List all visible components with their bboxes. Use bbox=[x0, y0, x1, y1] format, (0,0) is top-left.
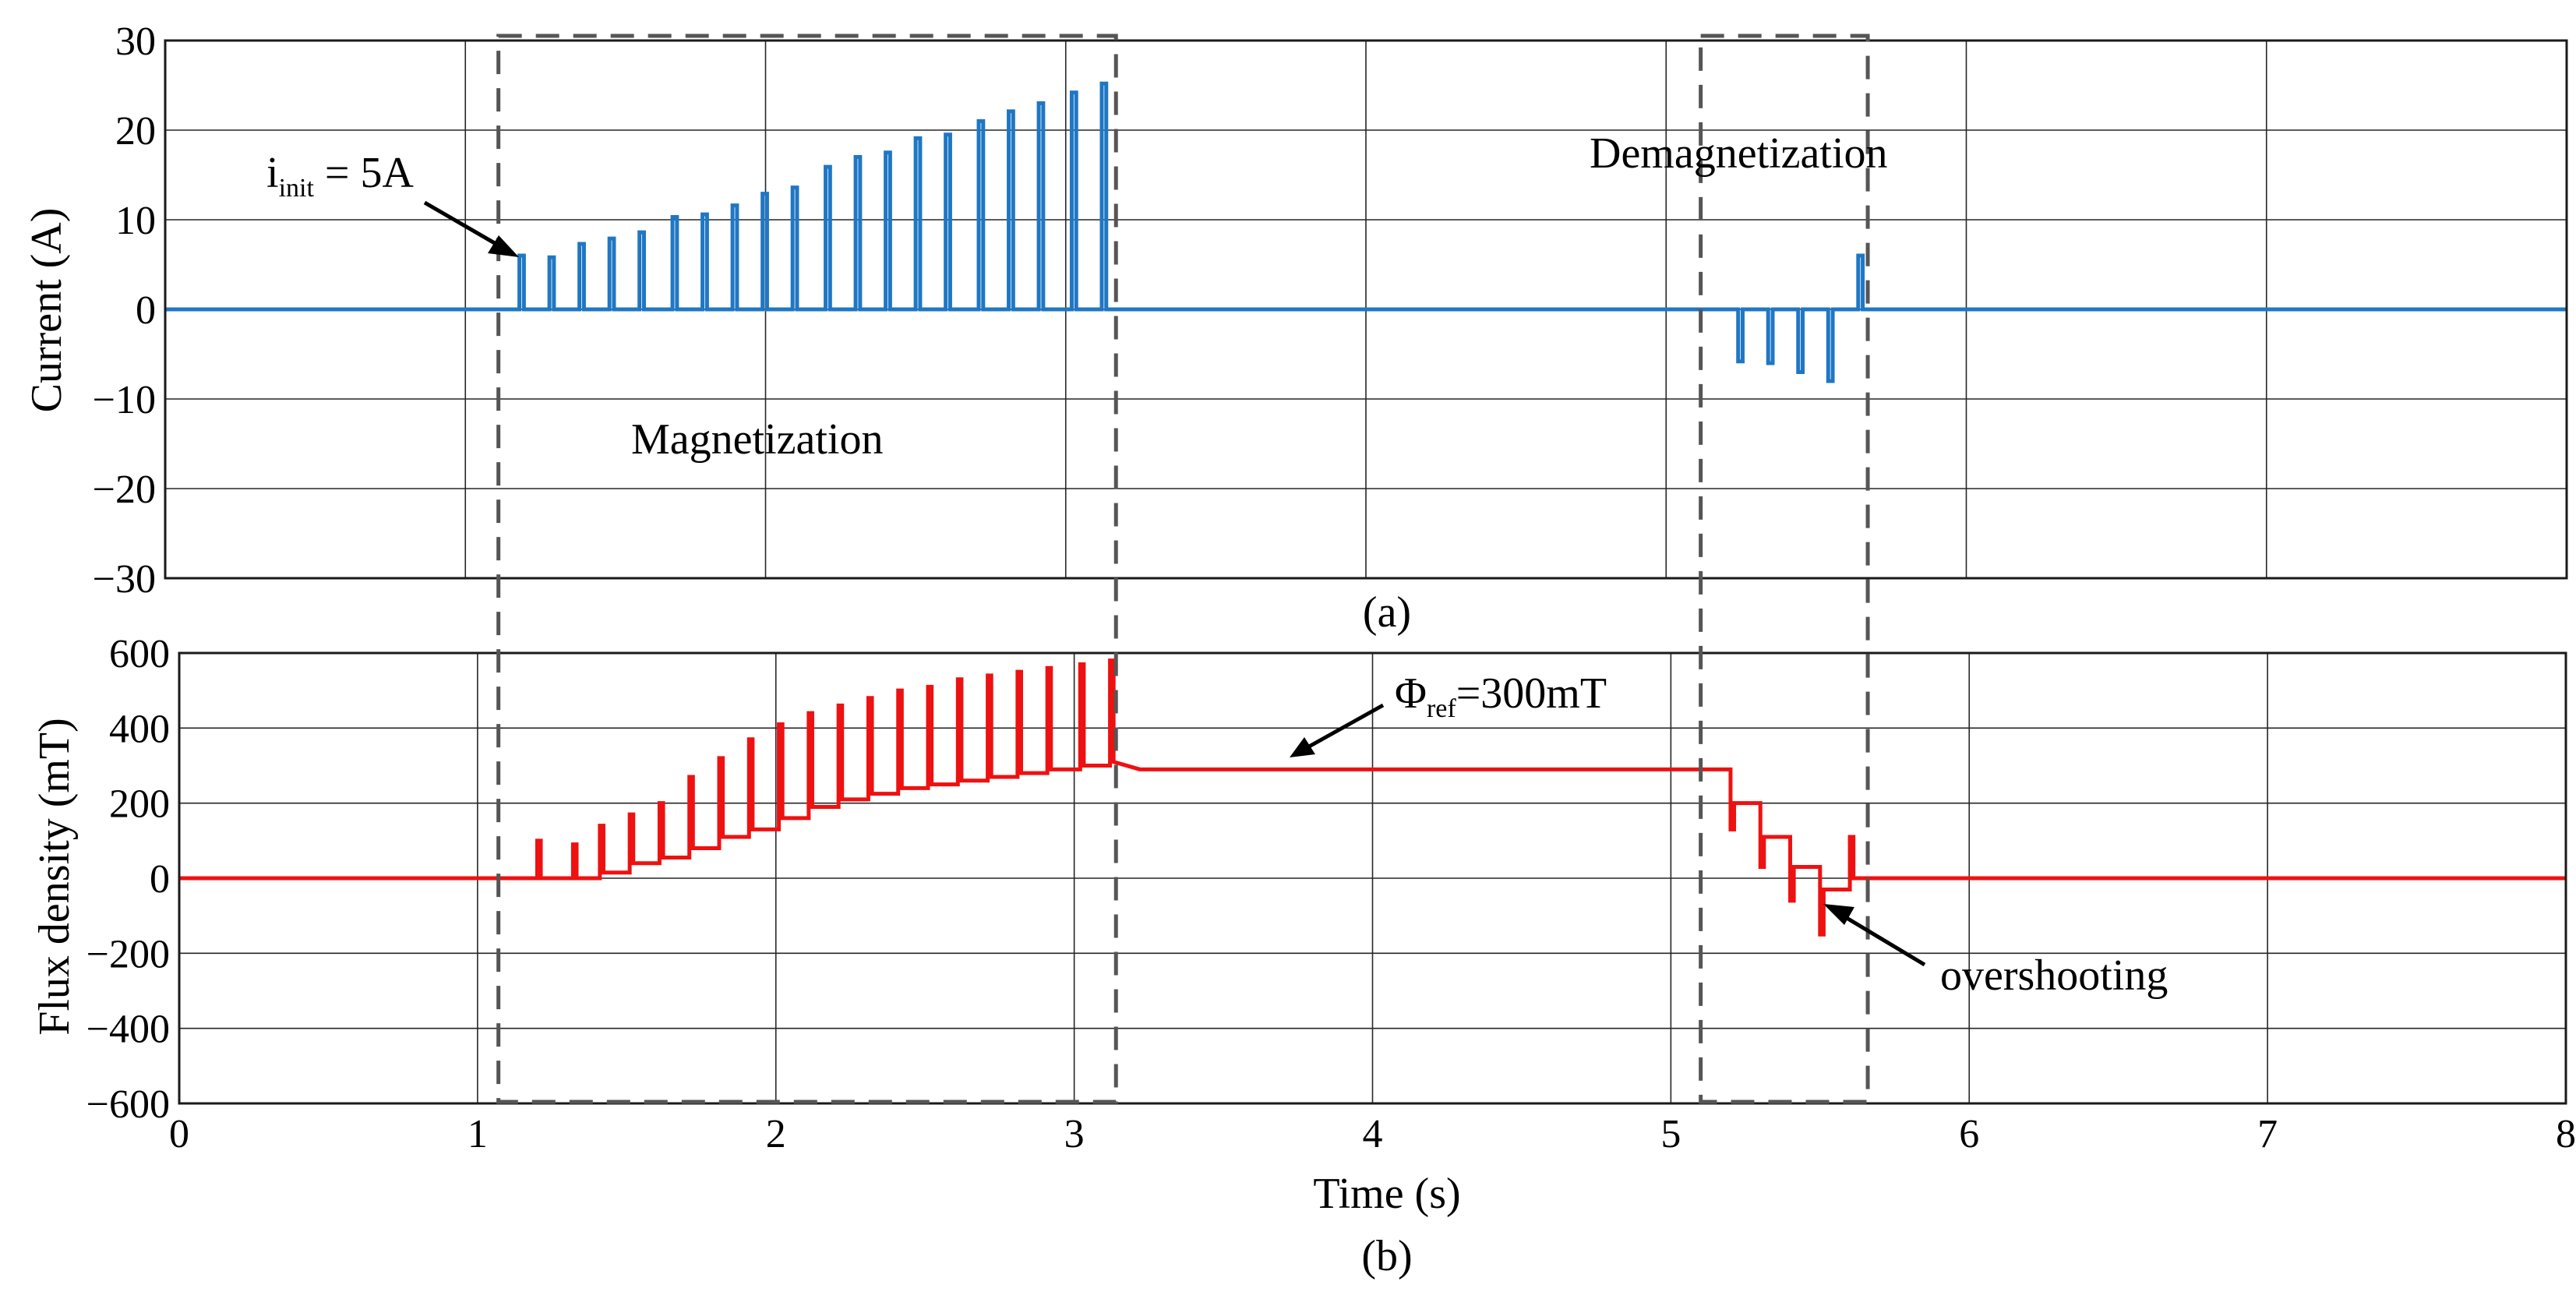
annotation-overshooting-arrowhead bbox=[1823, 904, 1854, 925]
x-tick-label: 6 bbox=[1959, 1112, 1979, 1156]
y-tick-label: 20 bbox=[115, 109, 156, 154]
y-tick-label: 0 bbox=[150, 857, 170, 902]
x-tick-label: 5 bbox=[1660, 1112, 1681, 1156]
y-tick-label: −200 bbox=[86, 932, 170, 976]
y-tick-label: 0 bbox=[136, 288, 156, 333]
annotation-overshooting: overshooting bbox=[1940, 951, 2168, 1000]
annotation-magnetization: Magnetization bbox=[631, 415, 883, 464]
annotation-init-arrowhead bbox=[488, 235, 519, 257]
caption-a: (a) bbox=[1363, 588, 1411, 637]
y-axis-label-b: Flux density (mT) bbox=[30, 718, 79, 1036]
annotation-phi-arrow bbox=[1307, 703, 1385, 749]
annotation-phi-arrowhead bbox=[1290, 737, 1315, 757]
current-series-line bbox=[165, 81, 2567, 383]
y-ticks-a: 30 20 10 0 −10 −20 −30 bbox=[93, 19, 156, 602]
demagnetization-region bbox=[1699, 34, 1870, 1104]
magnetization-region bbox=[496, 34, 1118, 1104]
annotation-init-i: i bbox=[266, 149, 279, 197]
annotation-phi-subscript: ref bbox=[1427, 694, 1456, 723]
x-tick-label: 3 bbox=[1064, 1112, 1085, 1156]
annotation-phi-ref: Φref=300mT bbox=[1395, 669, 1607, 723]
y-tick-label: 10 bbox=[115, 199, 156, 243]
x-tick-label: 4 bbox=[1363, 1112, 1383, 1156]
x-ticks-b: 0 1 2 3 4 5 6 7 8 bbox=[169, 1112, 2576, 1156]
plot-a-frame bbox=[164, 39, 2568, 580]
x-axis-label: Time (s) bbox=[1313, 1170, 1460, 1218]
y-axis-label-a: Current (A) bbox=[23, 208, 71, 413]
annotation-init-current: iinit = 5A bbox=[266, 149, 414, 203]
x-tick-label: 0 bbox=[169, 1112, 189, 1156]
y-tick-label: 200 bbox=[109, 782, 170, 827]
y-tick-label: −20 bbox=[93, 468, 156, 512]
y-tick-label: −10 bbox=[93, 378, 156, 422]
y-tick-label: −30 bbox=[93, 557, 156, 602]
y-tick-label: 600 bbox=[109, 632, 170, 676]
dashed-regions bbox=[496, 34, 1870, 1104]
caption-b: (b) bbox=[1361, 1232, 1412, 1280]
y-tick-label: −400 bbox=[86, 1008, 170, 1052]
flux-series-line bbox=[179, 658, 2566, 937]
annotation-overshooting-arrow bbox=[1841, 913, 1926, 967]
y-tick-label: −600 bbox=[86, 1082, 170, 1127]
y-tick-label: 400 bbox=[109, 707, 170, 751]
annotation-phi-symbol: Φ bbox=[1395, 669, 1427, 718]
annotation-phi-value: =300mT bbox=[1456, 669, 1607, 718]
annotation-init-value: = 5A bbox=[314, 149, 415, 197]
x-tick-label: 1 bbox=[468, 1112, 488, 1156]
x-tick-label: 7 bbox=[2257, 1112, 2278, 1156]
y-ticks-b: 600 400 200 0 −200 −400 −600 bbox=[86, 632, 170, 1127]
x-tick-label: 8 bbox=[2556, 1112, 2576, 1156]
annotation-init-subscript: init bbox=[279, 174, 315, 203]
plot-b-frame bbox=[178, 651, 2567, 1105]
annotation-demagnetization: Demagnetization bbox=[1590, 129, 1888, 178]
annotation-init-arrow bbox=[423, 200, 500, 248]
x-tick-label: 2 bbox=[766, 1112, 786, 1156]
y-tick-label: 30 bbox=[115, 19, 156, 64]
